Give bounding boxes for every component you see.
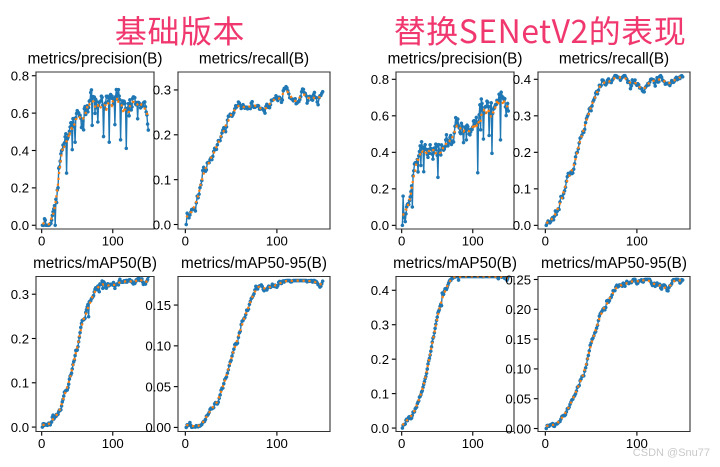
svg-text:0.4: 0.4	[371, 283, 389, 298]
svg-text:0.15: 0.15	[145, 298, 171, 313]
svg-text:metrics/mAP50(B): metrics/mAP50(B)	[33, 255, 157, 272]
svg-text:metrics/mAP50-95(B): metrics/mAP50-95(B)	[541, 255, 687, 272]
svg-text:100: 100	[626, 234, 648, 249]
svg-text:0.0: 0.0	[371, 421, 389, 436]
svg-text:0.15: 0.15	[505, 332, 531, 347]
svg-text:0.4: 0.4	[11, 143, 29, 158]
svg-text:0.1: 0.1	[153, 172, 171, 187]
svg-text:0.05: 0.05	[145, 379, 171, 394]
svg-text:0.05: 0.05	[505, 391, 531, 406]
svg-text:0.0: 0.0	[371, 218, 389, 233]
svg-text:0.00: 0.00	[145, 420, 171, 435]
svg-text:0.20: 0.20	[505, 302, 531, 317]
svg-text:0.25: 0.25	[505, 272, 531, 287]
svg-text:0.3: 0.3	[153, 83, 171, 98]
svg-text:0: 0	[542, 234, 549, 249]
svg-text:100: 100	[266, 234, 288, 249]
svg-text:0: 0	[398, 234, 405, 249]
svg-text:0.00: 0.00	[505, 421, 531, 436]
svg-text:0.6: 0.6	[11, 106, 29, 121]
svg-text:0: 0	[542, 436, 549, 451]
svg-text:metrics/mAP50(B): metrics/mAP50(B)	[393, 255, 517, 272]
svg-text:metrics/recall(B): metrics/recall(B)	[199, 52, 309, 68]
svg-text:0.2: 0.2	[513, 145, 531, 160]
svg-text:0.6: 0.6	[371, 109, 389, 124]
svg-text:0.3: 0.3	[371, 318, 389, 333]
svg-text:0.2: 0.2	[371, 352, 389, 367]
svg-text:0.3: 0.3	[513, 109, 531, 124]
svg-text:metrics/precision(B): metrics/precision(B)	[388, 52, 523, 68]
svg-text:0.2: 0.2	[371, 182, 389, 197]
svg-text:0.1: 0.1	[11, 376, 29, 391]
svg-text:0.4: 0.4	[371, 145, 389, 160]
svg-text:100: 100	[462, 436, 484, 451]
svg-text:0.0: 0.0	[153, 217, 171, 232]
svg-text:0.4: 0.4	[513, 72, 531, 87]
svg-text:0.2: 0.2	[153, 128, 171, 143]
svg-text:0.10: 0.10	[505, 362, 531, 377]
svg-text:0: 0	[182, 234, 189, 249]
svg-text:metrics/mAP50-95(B): metrics/mAP50-95(B)	[181, 255, 327, 272]
svg-text:0.0: 0.0	[11, 420, 29, 435]
svg-text:0.10: 0.10	[145, 339, 171, 354]
svg-text:0.8: 0.8	[11, 69, 29, 84]
svg-text:0.3: 0.3	[11, 287, 29, 302]
svg-text:100: 100	[102, 436, 124, 451]
svg-text:0.1: 0.1	[513, 182, 531, 197]
svg-text:0: 0	[38, 436, 45, 451]
svg-text:metrics/precision(B): metrics/precision(B)	[28, 52, 163, 68]
svg-text:0.2: 0.2	[11, 331, 29, 346]
svg-text:0: 0	[398, 436, 405, 451]
svg-text:100: 100	[462, 234, 484, 249]
svg-text:0.1: 0.1	[371, 386, 389, 401]
svg-text:0.0: 0.0	[513, 218, 531, 233]
svg-text:0.2: 0.2	[11, 181, 29, 196]
svg-text:0: 0	[182, 436, 189, 451]
svg-text:0.8: 0.8	[371, 72, 389, 87]
svg-text:0.0: 0.0	[11, 218, 29, 233]
svg-text:100: 100	[266, 436, 288, 451]
svg-text:0: 0	[38, 234, 45, 249]
svg-text:metrics/recall(B): metrics/recall(B)	[559, 52, 669, 68]
svg-text:100: 100	[102, 234, 124, 249]
